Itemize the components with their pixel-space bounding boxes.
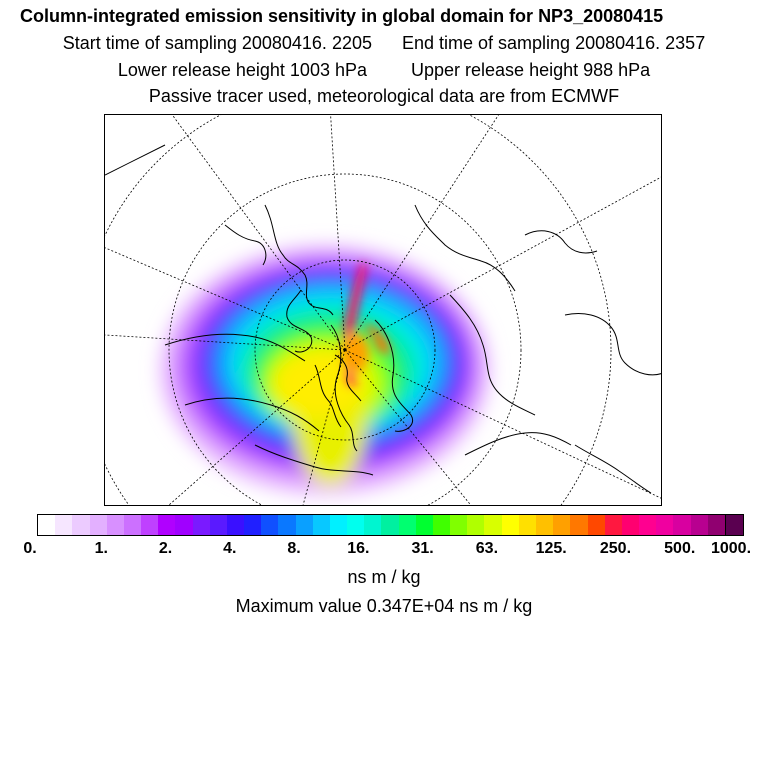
colorbar-swatch — [535, 515, 554, 535]
plot-title: Column-integrated emission sensitivity i… — [20, 6, 664, 26]
colorbar-swatch — [570, 515, 588, 535]
colorbar-tick-label: 31. — [411, 540, 434, 557]
colorbar-swatch — [656, 515, 674, 535]
colorbar-swatch — [312, 515, 330, 535]
start-time: Start time of sampling 20080416. 2205 — [62, 33, 372, 53]
colorbar-swatch — [553, 515, 571, 535]
colorbar-swatch — [209, 515, 227, 535]
colorbar-swatch — [690, 515, 708, 535]
polar-map — [104, 114, 662, 506]
colorbar-swatch — [278, 515, 296, 535]
colorbar-tick-label: 500. — [664, 540, 696, 557]
colorbar-swatch — [707, 515, 725, 535]
colorbar-swatch — [89, 515, 107, 535]
colorbar-swatch — [123, 515, 142, 535]
colorbar-swatch — [467, 515, 485, 535]
sampling-times: Start time of sampling 20080416. 2205 End… — [0, 33, 768, 54]
colorbar-swatch — [226, 515, 245, 535]
colorbar-swatch — [639, 515, 657, 535]
colorbar-swatch — [432, 515, 451, 535]
colorbar-swatch — [158, 515, 176, 535]
colorbar-swatch — [364, 515, 382, 535]
colorbar-swatch — [329, 515, 348, 535]
colorbar-swatch — [141, 515, 159, 535]
colorbar-swatch — [38, 515, 56, 535]
colorbar-swatch — [673, 515, 691, 535]
colorbar-tick-label: 4. — [223, 540, 237, 557]
colorbar-swatch — [415, 515, 433, 535]
plume-core — [341, 263, 391, 385]
upper-release-height: Upper release height 988 hPa — [411, 60, 651, 80]
colorbar-swatch — [621, 515, 640, 535]
colorbar-tick-label: 250. — [599, 540, 632, 557]
coastlines — [105, 144, 661, 494]
colorbar-tick-label: 63. — [475, 540, 499, 557]
colorbar-tick-labels: 0. 1. 2. 4. 8. 16. 31. 63. 125. 250. 500. 1000. — [0, 540, 768, 560]
colorbar-swatch — [244, 515, 262, 535]
maximum-value: Maximum value 0.347E+04 ns m / kg — [235, 596, 533, 616]
colorbar-swatch — [724, 515, 744, 535]
graticule — [105, 115, 661, 505]
colorbar-tick-label: 8. — [287, 540, 301, 557]
colorbar-swatch — [604, 515, 622, 535]
colorbar-tick-label: 1000. — [710, 540, 752, 557]
colorbar-swatch — [55, 515, 73, 535]
colorbar-unit: ns m / kg — [347, 567, 421, 587]
colorbar-swatch — [261, 515, 279, 535]
end-time: End time of sampling 20080416. 2357 — [401, 33, 706, 53]
colorbar-swatch — [175, 515, 193, 535]
colorbar-swatch — [106, 515, 124, 535]
colorbar — [37, 514, 744, 536]
colorbar-swatch — [518, 515, 536, 535]
release-heights: Lower release height 1003 hPa Upper relea… — [0, 60, 768, 81]
colorbar-swatch — [347, 515, 365, 535]
colorbar-tick-label: 0. — [23, 540, 37, 557]
colorbar-swatch — [72, 515, 90, 535]
colorbar-swatch — [398, 515, 416, 535]
colorbar-tick-label: 1. — [94, 540, 108, 557]
sensitivity-field — [105, 115, 661, 505]
colorbar-swatch — [295, 515, 313, 535]
colorbar-swatch — [192, 515, 210, 535]
colorbar-swatch — [450, 515, 468, 535]
colorbar-tick-label: 16. — [347, 540, 370, 557]
colorbar-swatch — [381, 515, 399, 535]
tracer-note: Passive tracer used, meteorological data… — [148, 86, 620, 106]
colorbar-tick-label: 125. — [535, 540, 567, 557]
plume-layers — [160, 245, 490, 495]
colorbar-swatch — [587, 515, 605, 535]
colorbar-swatch — [501, 515, 519, 535]
colorbar-tick-label: 2. — [158, 540, 173, 557]
lower-release-height: Lower release height 1003 hPa — [117, 60, 367, 80]
colorbar-swatch — [484, 515, 502, 535]
